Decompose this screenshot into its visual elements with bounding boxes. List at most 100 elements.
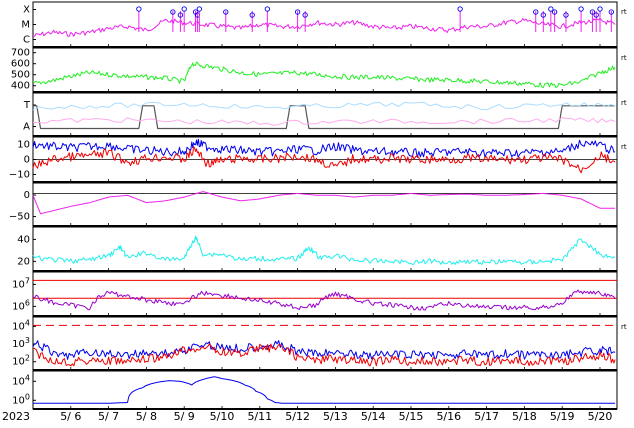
panel-flare-class: XMC (21, 1, 618, 48)
flare-peak-marker (589, 9, 596, 15)
y-tick-label: X (23, 5, 30, 16)
panel-frame (32, 271, 618, 317)
flare-peak-marker (563, 12, 569, 18)
date-tick-label: 5/ 7 (98, 410, 119, 423)
y-tick-label: 10 (17, 140, 30, 151)
series-proton-flux-1 (32, 340, 616, 360)
flare-peak-marker (551, 9, 558, 15)
y-tick-exponent: 4 (25, 318, 30, 327)
flare-peak-marker (578, 6, 584, 12)
series-line-polarity-1 (32, 105, 616, 130)
date-tick-label: 5/10 (210, 410, 235, 423)
flare-peak-marker (608, 9, 614, 15)
flare-peak-marker (540, 12, 546, 18)
y-tick-label: 0 (24, 155, 30, 166)
flare-peak-marker (548, 6, 554, 12)
date-tick-label: 5/14 (361, 410, 386, 423)
panel-electron-flux: 107 106 (12, 271, 618, 317)
rt-marker: rt (621, 143, 627, 151)
series-proton-high-1 (33, 376, 616, 404)
panel-polarity: TA (23, 92, 618, 137)
flare-peak-marker (294, 9, 301, 15)
y-tick-label: −50 (9, 212, 30, 223)
series-dst-1 (32, 191, 616, 215)
rt-marker: rt (621, 99, 627, 107)
date-tick-label: 5/20 (588, 410, 613, 423)
y-tick-label: 600 (11, 59, 30, 70)
flare-peak-marker (177, 12, 184, 18)
series-polarity-3 (32, 101, 616, 111)
series-polarity-2 (32, 117, 616, 126)
flare-peak-marker (223, 9, 229, 15)
y-tick-exponent: 7 (25, 276, 30, 285)
panel-frame (32, 47, 618, 93)
panel-imf: 10 0 −10 (9, 136, 618, 183)
y-tick-label: 400 (11, 81, 30, 92)
y-tick-label: A (23, 122, 30, 133)
series-line-imf-1 (32, 138, 616, 158)
panel-frame (32, 226, 618, 272)
y-tick-label: 107 (12, 276, 30, 290)
series-line-dst-1 (32, 191, 616, 215)
date-tick-label: 5/18 (512, 410, 537, 423)
flare-peak-marker (264, 6, 271, 12)
date-tick-label: 5/ 9 (174, 410, 195, 423)
flare-peak-marker (249, 12, 255, 18)
y-tick-label: 104 (12, 318, 30, 332)
flare-peak-marker (181, 6, 187, 12)
date-tick-label: 5/ 6 (60, 410, 81, 423)
y-tick-label: 20 (17, 256, 30, 267)
date-tick-label: 5/12 (285, 410, 310, 423)
series-electron-flux-1 (32, 289, 616, 311)
flare-peak-marker (136, 6, 142, 12)
y-tick-exponent: 0 (25, 392, 30, 401)
series-imf-1 (32, 138, 616, 158)
series-imf-2 (32, 146, 616, 174)
series-line-polarity-2 (32, 117, 616, 126)
series-line-proton-flux-1 (32, 340, 616, 360)
year-label: 2023 (2, 410, 30, 423)
flare-peak-marker (170, 9, 176, 15)
date-tick-label: 5/17 (474, 410, 499, 423)
date-tick-label: 5/19 (550, 410, 575, 423)
panel-frame (32, 182, 618, 227)
y-tick-exponent: 6 (25, 298, 30, 307)
series-line-imf-2 (32, 146, 616, 174)
panel-kp: 40 20 (17, 226, 618, 272)
series-line-proton-flux-2 (32, 343, 616, 367)
y-tick-label: M (21, 20, 30, 31)
series-wind-speed-1 (32, 61, 616, 89)
series-line-flare-class-1 (33, 17, 616, 37)
y-tick-label: 106 (12, 298, 30, 312)
flare-peak-marker (302, 12, 308, 18)
y-tick-label: 102 (12, 354, 30, 368)
series-proton-flux-2 (32, 343, 616, 367)
series-line-electron-flux-1 (32, 289, 616, 311)
y-tick-label: C (23, 35, 30, 46)
flare-peak-marker (533, 9, 539, 15)
y-tick-label: 700 (11, 48, 30, 59)
y-tick-label: 104 (12, 373, 30, 387)
y-tick-exponent: 2 (25, 354, 30, 363)
panel-dst: 0 −50 (9, 182, 618, 227)
series-line-proton-high-1 (33, 376, 616, 404)
series-line-wind-speed-1 (32, 61, 616, 89)
flare-peak-marker (597, 6, 603, 12)
date-tick-label: 5/16 (436, 410, 461, 423)
series-flare-class-1 (33, 17, 616, 37)
flare-peak-marker (196, 6, 202, 12)
y-tick-label: T (23, 100, 31, 111)
date-tick-label: 5/ 8 (136, 410, 157, 423)
panel-frame (32, 92, 618, 137)
rt-marker: rt (621, 323, 627, 331)
series-polarity-1 (32, 105, 616, 130)
flare-peak-marker (457, 6, 463, 12)
y-tick-label: 500 (11, 70, 30, 81)
series-kp-1 (32, 235, 616, 266)
series-line-polarity-3 (32, 101, 616, 111)
y-tick-exponent: 3 (25, 336, 30, 345)
y-tick-label: 0 (24, 190, 30, 201)
